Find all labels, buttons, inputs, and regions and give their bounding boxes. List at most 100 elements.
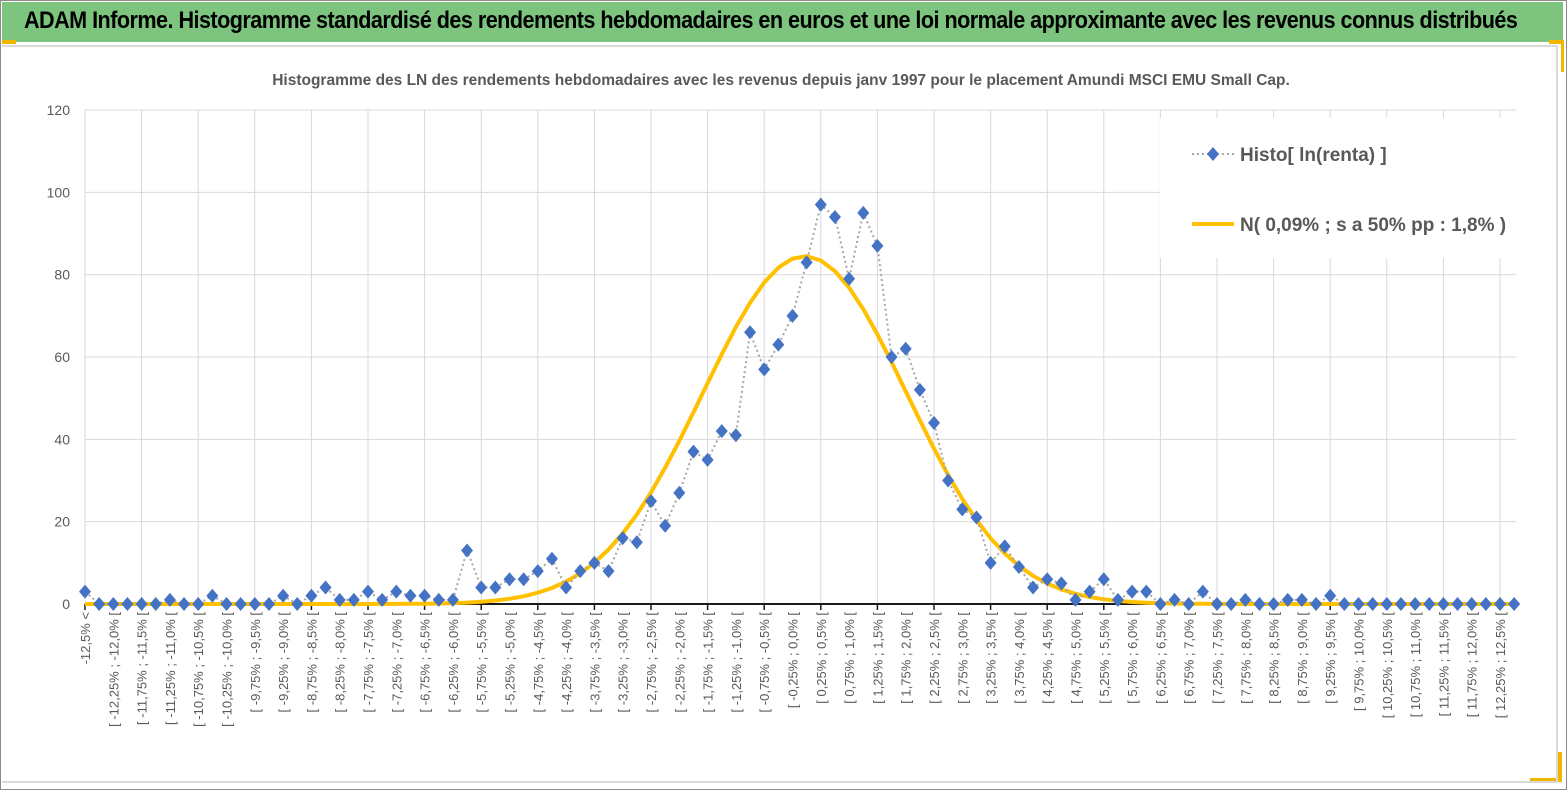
data-point-diamond: [616, 531, 629, 546]
y-tick-label: 120: [47, 102, 71, 118]
data-point-diamond: [517, 572, 530, 587]
data-point-diamond: [178, 597, 191, 611]
legend-diamond-icon: [1207, 147, 1219, 161]
data-point-diamond: [107, 597, 120, 611]
x-tick-label: [ 0,25% ; 0,5% [: [814, 612, 829, 704]
x-tick-label: [ 6,75% ; 7,0% [: [1182, 612, 1197, 704]
y-axis-labels: 0 20 40 60 80 100 120: [47, 102, 71, 612]
data-point-diamond: [1140, 584, 1153, 599]
data-point-diamond: [1239, 592, 1252, 607]
data-point-diamond: [772, 337, 785, 352]
data-point-diamond: [291, 597, 304, 611]
data-point-diamond: [1324, 588, 1337, 603]
x-tick-label: [ -4,25% ; -4,0% [: [559, 612, 574, 713]
x-tick-label: [ -0,25% ; 0,0% [: [786, 612, 801, 708]
data-point-diamond: [305, 588, 318, 603]
data-point-diamond: [1479, 597, 1492, 611]
data-point-diamond: [744, 325, 757, 340]
x-tick-label: [ -0,75% ; -0,5% [: [757, 612, 772, 713]
data-point-diamond: [192, 597, 205, 611]
data-point-diamond: [149, 597, 162, 611]
data-point-diamond: [333, 592, 346, 607]
chart-title: Histogramme des LN des rendements hebdom…: [272, 72, 1290, 89]
data-point-diamond: [1423, 597, 1436, 611]
data-point-diamond: [1409, 597, 1422, 611]
x-tick-label: [ 1,25% ; 1,5% [: [870, 612, 885, 704]
data-point-diamond: [885, 350, 898, 364]
legend-background: [1160, 118, 1530, 258]
report-title: ADAM Informe. Histogramme standardisé de…: [24, 7, 1518, 34]
data-point-diamond: [1083, 584, 1096, 599]
data-point-diamond: [1154, 597, 1167, 611]
data-point-diamond: [1097, 572, 1110, 587]
data-point-diamond: [998, 539, 1011, 554]
x-tick-label: [ 8,75% ; 9,0% [: [1295, 612, 1310, 704]
x-tick-label: [ -6,75% ; -6,5% [: [418, 612, 433, 713]
data-point-diamond: [1281, 592, 1294, 607]
x-tick-label: [ -1,25% ; -1,0% [: [729, 612, 744, 713]
y-tick-label: 80: [54, 267, 70, 283]
data-point-diamond: [828, 210, 841, 225]
data-point-diamond: [475, 580, 488, 595]
data-point-diamond: [163, 592, 176, 607]
data-point-diamond: [928, 415, 940, 430]
data-point-diamond: [800, 255, 813, 270]
data-point-diamond: [446, 592, 459, 607]
data-point-diamond: [347, 592, 360, 607]
data-point-diamond: [1069, 592, 1082, 607]
data-point-diamond: [121, 597, 134, 611]
x-tick-label: [ -2,75% ; -2,5% [: [644, 612, 659, 713]
data-point-diamond: [942, 473, 955, 488]
data-point-diamond: [234, 597, 247, 611]
data-point-diamond: [1437, 597, 1450, 611]
data-point-diamond: [262, 597, 275, 611]
x-tick-label: [ 2,75% ; 3,0% [: [955, 612, 970, 704]
accent-mark: [1549, 40, 1563, 44]
data-point-diamond: [1508, 597, 1521, 611]
y-tick-label: 100: [47, 184, 71, 200]
x-tick-label: [ -11,75% ; -11,5% [: [135, 612, 150, 725]
data-point-diamond: [1027, 580, 1040, 595]
data-point-diamond: [645, 494, 657, 509]
data-point-diamond: [503, 572, 516, 587]
data-point-diamond: [1267, 597, 1280, 611]
legend-histo-label: Histo[ ln(renta) ]: [1240, 145, 1387, 166]
accent-mark: [2, 40, 16, 44]
data-point-diamond: [545, 551, 558, 566]
data-point-diamond: [984, 555, 997, 570]
x-tick-label: [ -5,75% ; -5,5% [: [474, 612, 489, 713]
data-point-diamond: [857, 205, 870, 220]
x-tick-label: [ -12,25% ; -12,0% [: [106, 612, 121, 727]
data-point-diamond: [418, 588, 431, 603]
data-point-diamond: [1494, 597, 1506, 611]
data-point-diamond: [1310, 597, 1323, 611]
data-point-diamond: [531, 564, 544, 579]
data-point-diamond: [461, 543, 474, 558]
data-point-diamond: [1055, 576, 1068, 591]
data-point-diamond: [93, 597, 106, 611]
data-point-diamond: [319, 580, 332, 595]
data-point-diamond: [1225, 597, 1238, 611]
x-tick-label: [ 6,25% ; 6,5% [: [1153, 612, 1168, 704]
x-tick-label: [ 11,75% ; 12,0% [: [1465, 612, 1480, 718]
x-tick-label: [ 9,75% ; 10,0% [: [1352, 612, 1367, 711]
data-point-diamond: [659, 518, 672, 533]
x-axis-labels: -12,5% < [ -12,25% ; -12,0% [[ -11,75% ; …: [78, 612, 1508, 727]
x-tick-label: [ -10,25% ; -10,0% [: [220, 612, 235, 727]
data-point-diamond: [79, 584, 91, 599]
data-point-diamond: [560, 580, 573, 595]
data-point-diamond: [956, 502, 969, 517]
data-point-diamond: [1168, 592, 1181, 607]
data-point-diamond: [729, 428, 742, 443]
x-tick-label: [ 12,25% ; 12,5% [: [1493, 612, 1508, 719]
data-point-diamond: [899, 341, 912, 356]
data-point-diamond: [574, 564, 587, 579]
data-point-diamond: [970, 510, 983, 525]
data-point-diamond: [206, 588, 219, 603]
x-tick-label: [ 4,75% ; 5,0% [: [1069, 612, 1084, 704]
x-tick-label: [ 9,25% ; 9,5% [: [1323, 612, 1338, 704]
y-tick-label: 0: [62, 596, 70, 612]
data-point-diamond: [1111, 592, 1124, 607]
x-tick-label: [ -1,75% ; -1,5% [: [701, 612, 716, 713]
y-tick-label: 60: [54, 349, 70, 365]
